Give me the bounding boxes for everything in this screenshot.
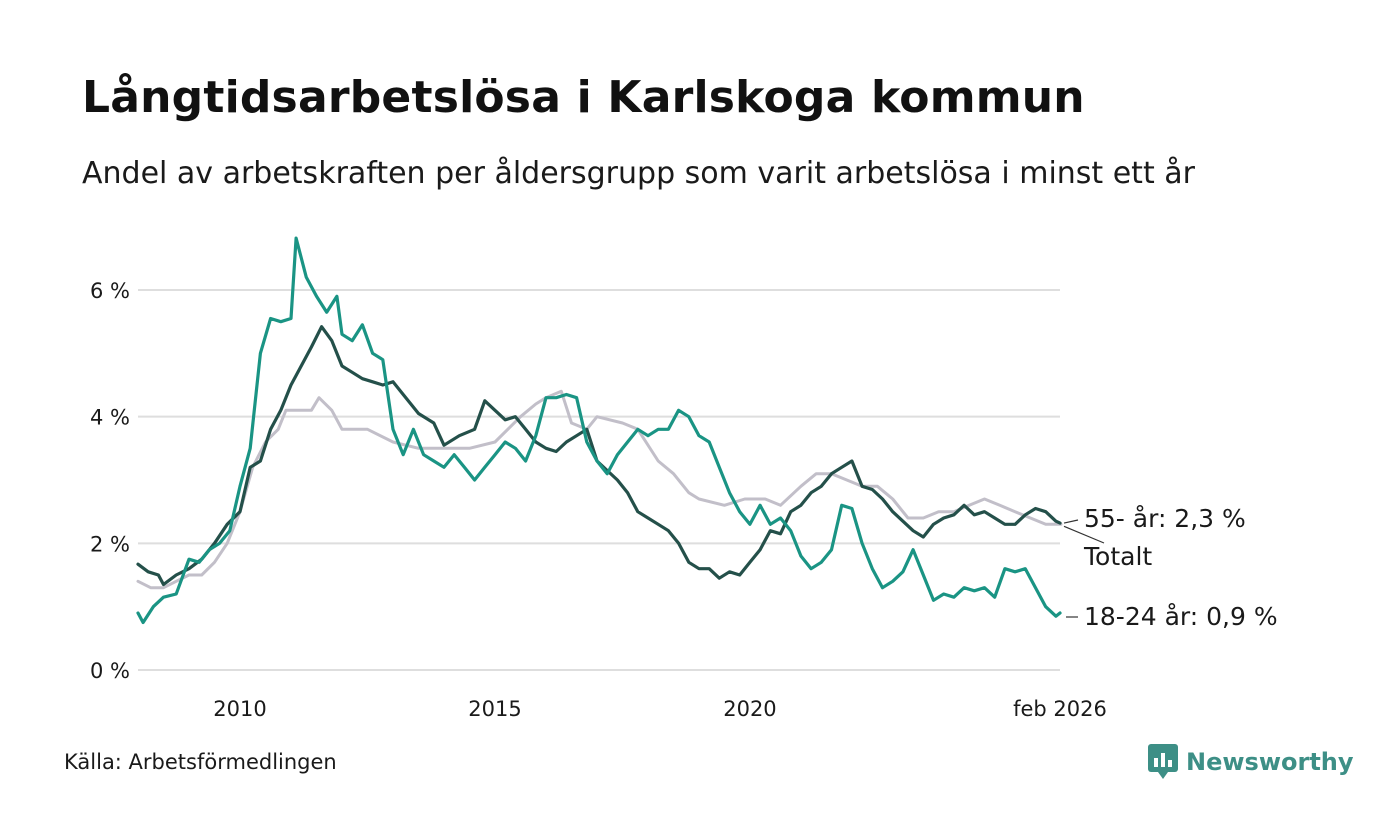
series-line-youth [136,236,1062,625]
label-connector [1063,519,1079,524]
y-tick-label: 6 % [90,279,130,303]
y-tick-label: 0 % [90,659,130,683]
x-tick-label: 2010 [213,697,266,721]
chart-title: Långtidsarbetslösa i Karlskoga kommun [82,72,1085,123]
y-axis-ticks: 0 % 2 % 4 % 6 % [90,279,130,683]
series-line-senior [136,325,1062,587]
series-end-label: 18-24 år: 0,9 % [1084,602,1278,631]
x-tick-label: 2015 [468,697,521,721]
y-tick-label: 2 % [90,532,130,556]
end-label-layer: 55- år: 2,3 % Totalt 18-24 år: 0,9 % [1063,504,1278,631]
brand-name: Newsworthy [1186,748,1354,776]
series-end-label: Totalt [1083,542,1152,571]
x-tick-label: feb 2026 [1013,697,1107,721]
series-layer [136,236,1063,625]
series-end-label: 55- år: 2,3 % [1084,504,1246,533]
brand-logo[interactable]: Newsworthy [1148,744,1354,780]
x-axis-ticks: 2010 2015 2020 feb 2026 [213,697,1107,721]
x-tick-label: 2020 [723,697,776,721]
newsworthy-icon [1148,744,1178,779]
source-note: Källa: Arbetsförmedlingen [64,750,337,774]
y-tick-label: 4 % [90,406,130,430]
label-connector [1063,525,1105,544]
chart-subtitle: Andel av arbetskraften per åldersgrupp s… [82,156,1195,191]
grid-layer [138,289,1060,671]
